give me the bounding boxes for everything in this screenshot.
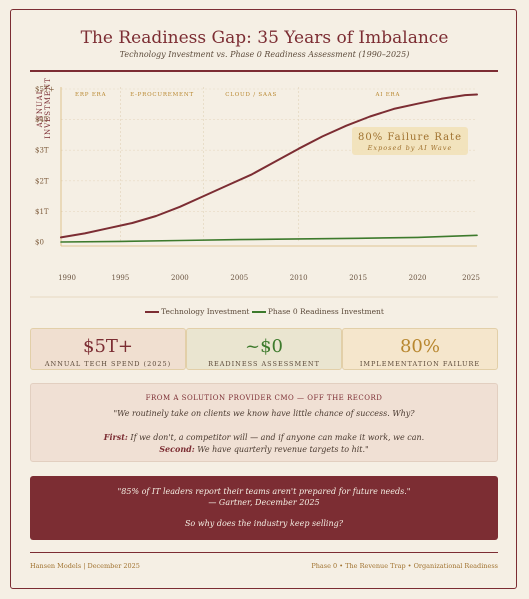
footer-left: Hansen Models | December 2025 bbox=[30, 562, 140, 570]
callout-question: So why does the industry keep selling? bbox=[184, 519, 344, 528]
investment-line-chart: $0 $1T $2T $3T $4T $5T+ ERP ERA E-PROCUREMENT CL… bbox=[30, 86, 498, 298]
stat-label: ANNUAL TECH SPEND (2025) bbox=[44, 360, 172, 368]
y-tick-label: $1T bbox=[35, 208, 49, 216]
era-label: CLOUD / SAAS bbox=[225, 92, 277, 98]
callout-source: — Gartner, December 2025 bbox=[208, 498, 320, 507]
x-tick-label: 2000 bbox=[171, 274, 189, 282]
stat-card-readiness: ~$0 READINESS ASSESSMENT bbox=[186, 328, 342, 370]
quote-second-text: We have quarterly revenue targets to hit… bbox=[194, 445, 369, 454]
callout-quote: "85% of IT leaders report their teams ar… bbox=[117, 487, 411, 496]
gartner-callout: "85% of IT leaders report their teams ar… bbox=[30, 476, 498, 540]
failure-annotation-title: 80% Failure Rate bbox=[358, 132, 462, 143]
footer-divider bbox=[30, 552, 498, 553]
y-tick-label: $3T bbox=[35, 147, 49, 155]
x-tick-label: 2020 bbox=[409, 274, 427, 282]
quote-line-first: First: If we don't, a competitor will — … bbox=[31, 432, 497, 442]
page-subtitle: Technology Investment vs. Phase 0 Readin… bbox=[119, 50, 410, 59]
failure-annotation-box bbox=[352, 127, 468, 155]
y-tick-label: $0 bbox=[35, 239, 44, 247]
quote-heading: FROM A SOLUTION PROVIDER CMO — OFF THE R… bbox=[145, 394, 383, 402]
chart-legend: Technology Investment Phase 0 Readiness … bbox=[0, 307, 529, 316]
era-label: E-PROCUREMENT bbox=[130, 92, 194, 98]
page-frame bbox=[10, 9, 517, 589]
x-tick-label: 2025 bbox=[462, 274, 480, 282]
era-label: ERP ERA bbox=[75, 92, 107, 98]
quote-first-label: First: bbox=[103, 432, 128, 442]
x-tick-label: 2010 bbox=[290, 274, 308, 282]
x-tick-label: 2005 bbox=[230, 274, 248, 282]
stat-label: READINESS ASSESSMENT bbox=[208, 360, 320, 368]
stat-value: ~$0 bbox=[245, 336, 283, 357]
legend-label-phase0: Phase 0 Readiness Investment bbox=[267, 307, 384, 316]
stat-value: $5T+ bbox=[83, 336, 133, 357]
stat-card-failure: 80% IMPLEMENTATION FAILURE bbox=[342, 328, 498, 370]
quote-second-label: Second: bbox=[159, 444, 195, 454]
legend-swatch-tech bbox=[145, 311, 160, 313]
y-tick-label: $4T bbox=[35, 116, 49, 124]
phase0-investment-line bbox=[60, 234, 478, 243]
footer-right: Phase 0 • The Revenue Trap • Organizatio… bbox=[311, 562, 498, 570]
header-divider bbox=[30, 70, 498, 72]
cmo-quote-box: FROM A SOLUTION PROVIDER CMO — OFF THE R… bbox=[30, 383, 498, 462]
legend-label-tech: Technology Investment bbox=[161, 307, 250, 316]
tech-investment-line bbox=[60, 93, 478, 239]
x-tick-label: 1995 bbox=[112, 274, 130, 282]
quote-line-second: Second: We have quarterly revenue target… bbox=[31, 444, 497, 454]
stat-card-tech-spend: $5T+ ANNUAL TECH SPEND (2025) bbox=[30, 328, 186, 370]
stat-label: IMPLEMENTATION FAILURE bbox=[359, 360, 481, 368]
x-tick-label: 1990 bbox=[58, 274, 76, 282]
quote-line-1: "We routinely take on clients we know ha… bbox=[113, 409, 415, 418]
legend-swatch-phase0 bbox=[251, 311, 266, 313]
failure-annotation-subtitle: Exposed by AI Wave bbox=[367, 144, 453, 152]
page-title: The Readiness Gap: 35 Years of Imbalance bbox=[80, 28, 449, 48]
era-label: AI ERA bbox=[374, 92, 400, 98]
quote-first-text: If we don't, a competitor will — and if … bbox=[127, 433, 425, 442]
x-tick-label: 2015 bbox=[349, 274, 367, 282]
stat-value: 80% bbox=[399, 336, 440, 357]
y-tick-label: $2T bbox=[35, 177, 49, 185]
y-tick-label: $5T+ bbox=[35, 86, 55, 94]
